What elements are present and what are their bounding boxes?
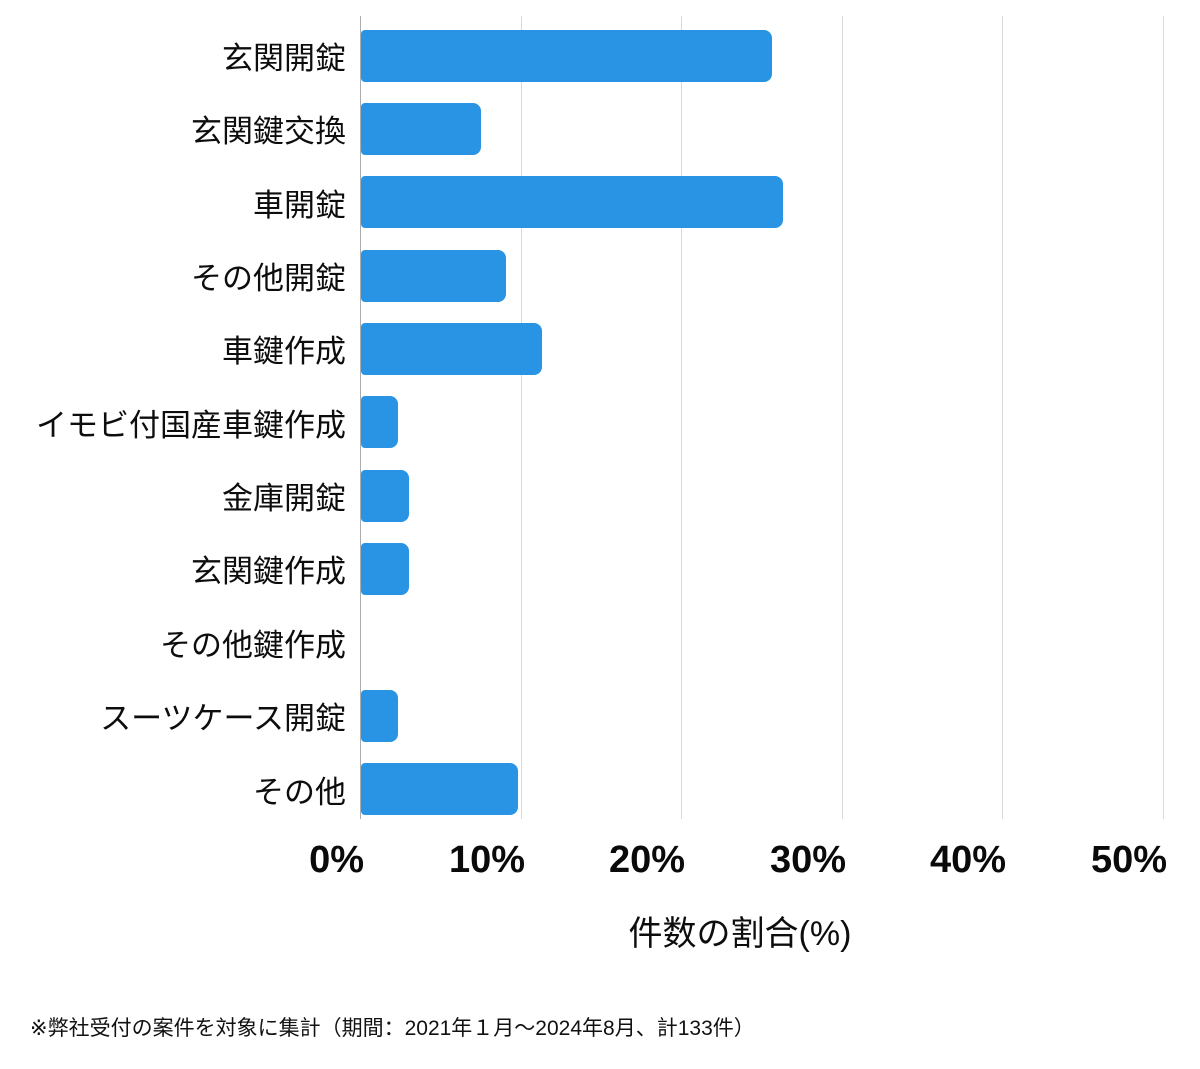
x-tick-label: 10%: [448, 839, 525, 881]
bar: [361, 250, 506, 302]
category-label: 車開錠: [253, 188, 346, 223]
category-label: 玄関鍵作成: [191, 554, 346, 589]
bar: [361, 176, 783, 228]
gridline: [681, 16, 682, 819]
gridline: [1002, 16, 1003, 819]
bar: [361, 470, 409, 522]
x-tick-label: 30%: [769, 839, 846, 881]
x-tick-label: 20%: [608, 839, 685, 881]
footnote: ※弊社受付の案件を対象に集計（期間：2021年１月〜2024年8月、計133件）: [30, 1017, 755, 1040]
category-label: その他開錠: [191, 261, 346, 296]
x-axis-label: 件数の割合(%): [628, 915, 852, 953]
category-label: イモビ付国産車鍵作成: [36, 408, 346, 443]
category-label: スーツケース開錠: [100, 701, 346, 736]
gridline: [1163, 16, 1164, 819]
category-label: その他鍵作成: [160, 628, 346, 663]
bar: [361, 30, 772, 82]
x-tick-label: 50%: [1090, 839, 1167, 881]
bar: [361, 396, 398, 448]
bar: [361, 690, 398, 742]
bar: [361, 543, 409, 595]
category-label: 玄関鍵交換: [191, 114, 346, 149]
bar: [361, 103, 481, 155]
bar: [361, 323, 542, 375]
gridline: [842, 16, 843, 819]
category-label: 玄関開錠: [222, 41, 346, 76]
category-label: その他: [253, 775, 346, 810]
x-tick-label: 40%: [929, 839, 1006, 881]
x-tick-label: 0%: [309, 839, 364, 881]
bar: [361, 763, 518, 815]
y-axis-line: [360, 16, 361, 819]
category-label: 車鍵作成: [222, 334, 346, 369]
gridline: [521, 16, 522, 819]
category-label: 金庫開錠: [222, 481, 346, 516]
